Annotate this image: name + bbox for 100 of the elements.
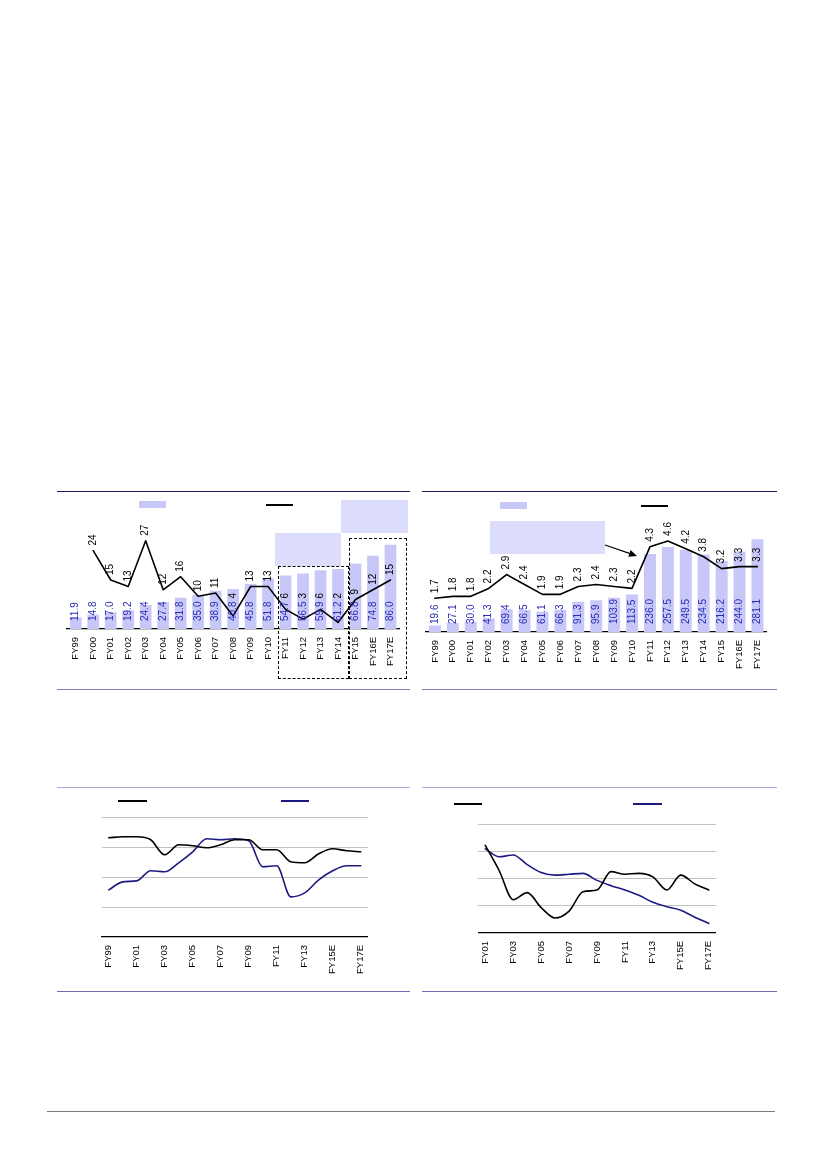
data-label: 3.3 [751, 547, 763, 562]
data-label: 51.8 [261, 601, 273, 621]
data-label: 10 [191, 579, 203, 592]
x-tick-label: FY05 [534, 940, 546, 964]
data-label: 13 [121, 569, 133, 582]
data-label: 249.5 [679, 598, 691, 624]
data-label: 27.1 [446, 604, 458, 624]
data-label: 24 [86, 534, 98, 546]
data-label: 12 [366, 573, 378, 585]
x-tick-label: FY15E [326, 944, 338, 974]
data-label: 17.0 [104, 601, 116, 621]
x-tick-label: FY05 [186, 944, 198, 968]
data-label: 13 [261, 569, 273, 582]
x-tick-label: FY05 [536, 639, 548, 663]
data-label: 40.8 [226, 601, 238, 621]
data-label: 4.3 [643, 527, 655, 542]
data-label: 6 [314, 592, 326, 599]
data-label: 95.9 [589, 604, 601, 624]
data-label: 11 [209, 577, 221, 589]
data-label: 281.1 [751, 598, 763, 624]
data-label: 4.2 [679, 529, 691, 544]
data-label: 24.4 [139, 601, 151, 621]
data-label: 2.2 [625, 569, 637, 584]
x-tick-label: FY13 [646, 940, 658, 964]
x-tick-label: FY17E [702, 940, 714, 970]
x-tick-label: FY03 [500, 639, 512, 663]
data-label: 86.0 [384, 601, 396, 621]
x-tick-label: FY03 [158, 944, 170, 968]
data-label: 9 [349, 588, 361, 595]
x-tick-label: FY99 [102, 944, 114, 968]
data-label: 6 [279, 592, 291, 599]
data-label: 11.9 [69, 601, 81, 621]
data-label: 14.8 [86, 601, 98, 621]
data-label: 35.0 [191, 601, 203, 621]
data-label: 27.4 [156, 601, 168, 621]
x-tick-label: FY07 [571, 639, 583, 663]
data-label: 1.9 [536, 575, 548, 590]
data-label: 2.2 [482, 569, 494, 584]
x-tick-label: FY03 [139, 636, 151, 660]
x-tick-label: FY14 [697, 639, 709, 663]
x-tick-label: FY12 [661, 639, 673, 663]
x-tick-label: FY13 [298, 944, 310, 968]
x-tick-label: FY01 [130, 944, 142, 968]
data-label: 41.3 [482, 604, 494, 624]
data-label: 1.8 [446, 576, 458, 592]
x-tick-label: FY14 [331, 636, 343, 660]
x-tick-label: FY13 [314, 636, 326, 660]
x-tick-label: FY03 [506, 940, 518, 964]
data-label: 1.8 [464, 576, 476, 592]
x-tick-label: FY15 [715, 639, 727, 663]
data-label: 91.3 [572, 604, 584, 624]
x-tick-label: FY11 [618, 940, 630, 963]
x-tick-label: FY11 [279, 636, 291, 659]
data-label: 27 [139, 524, 151, 536]
data-label: 234.5 [697, 598, 709, 624]
data-label: 257.5 [661, 598, 673, 624]
x-tick-label: FY07 [214, 944, 226, 968]
x-tick-label: FY06 [191, 636, 203, 660]
x-tick-label: FY04 [156, 636, 168, 660]
x-tick-label: FY17E [354, 944, 366, 974]
data-label: 1.7 [428, 578, 440, 594]
bar [428, 625, 441, 632]
data-label: 66.3 [554, 604, 566, 624]
data-label: 1.9 [554, 575, 566, 590]
data-label: 4 [226, 592, 238, 599]
data-label: 38.9 [209, 601, 221, 621]
data-label: 236.0 [643, 598, 655, 624]
x-tick-label: FY10 [625, 639, 637, 663]
data-label: 103.9 [607, 598, 619, 624]
x-tick-label: FY06 [553, 639, 565, 663]
data-label: 19.2 [121, 601, 133, 621]
data-label: 59.9 [314, 601, 326, 621]
x-tick-label: FY02 [121, 636, 133, 660]
data-label: 3.2 [715, 549, 727, 564]
x-tick-label: FY01 [464, 639, 476, 663]
data-label: 61.2 [331, 601, 343, 621]
data-label: 31.8 [174, 601, 186, 621]
data-label: 2.3 [607, 567, 619, 582]
x-tick-label: FY16E [733, 639, 745, 669]
data-label: 74.8 [366, 601, 378, 621]
data-label: 3.3 [733, 547, 745, 562]
x-tick-label: FY01 [478, 940, 490, 964]
data-label: 244.0 [733, 598, 745, 624]
data-label: 216.2 [715, 598, 727, 624]
data-label: 15 [384, 563, 396, 575]
data-label: 113.5 [625, 599, 637, 624]
x-tick-label: FY12 [296, 636, 308, 660]
x-tick-label: FY11 [270, 944, 282, 967]
x-tick-label: FY02 [482, 639, 494, 663]
x-tick-label: FY15E [674, 940, 686, 970]
data-label: 2.4 [518, 565, 530, 580]
data-label: 4.6 [661, 521, 673, 536]
x-tick-label: FY09 [242, 944, 254, 968]
data-label: 3.8 [697, 537, 709, 552]
x-tick-label: FY17E [384, 636, 396, 666]
x-tick-label: FY04 [518, 639, 530, 663]
x-tick-label: FY01 [104, 636, 116, 660]
data-label: 2 [331, 592, 343, 599]
data-label: 69.4 [500, 604, 512, 624]
data-label: 66.8 [349, 601, 361, 621]
